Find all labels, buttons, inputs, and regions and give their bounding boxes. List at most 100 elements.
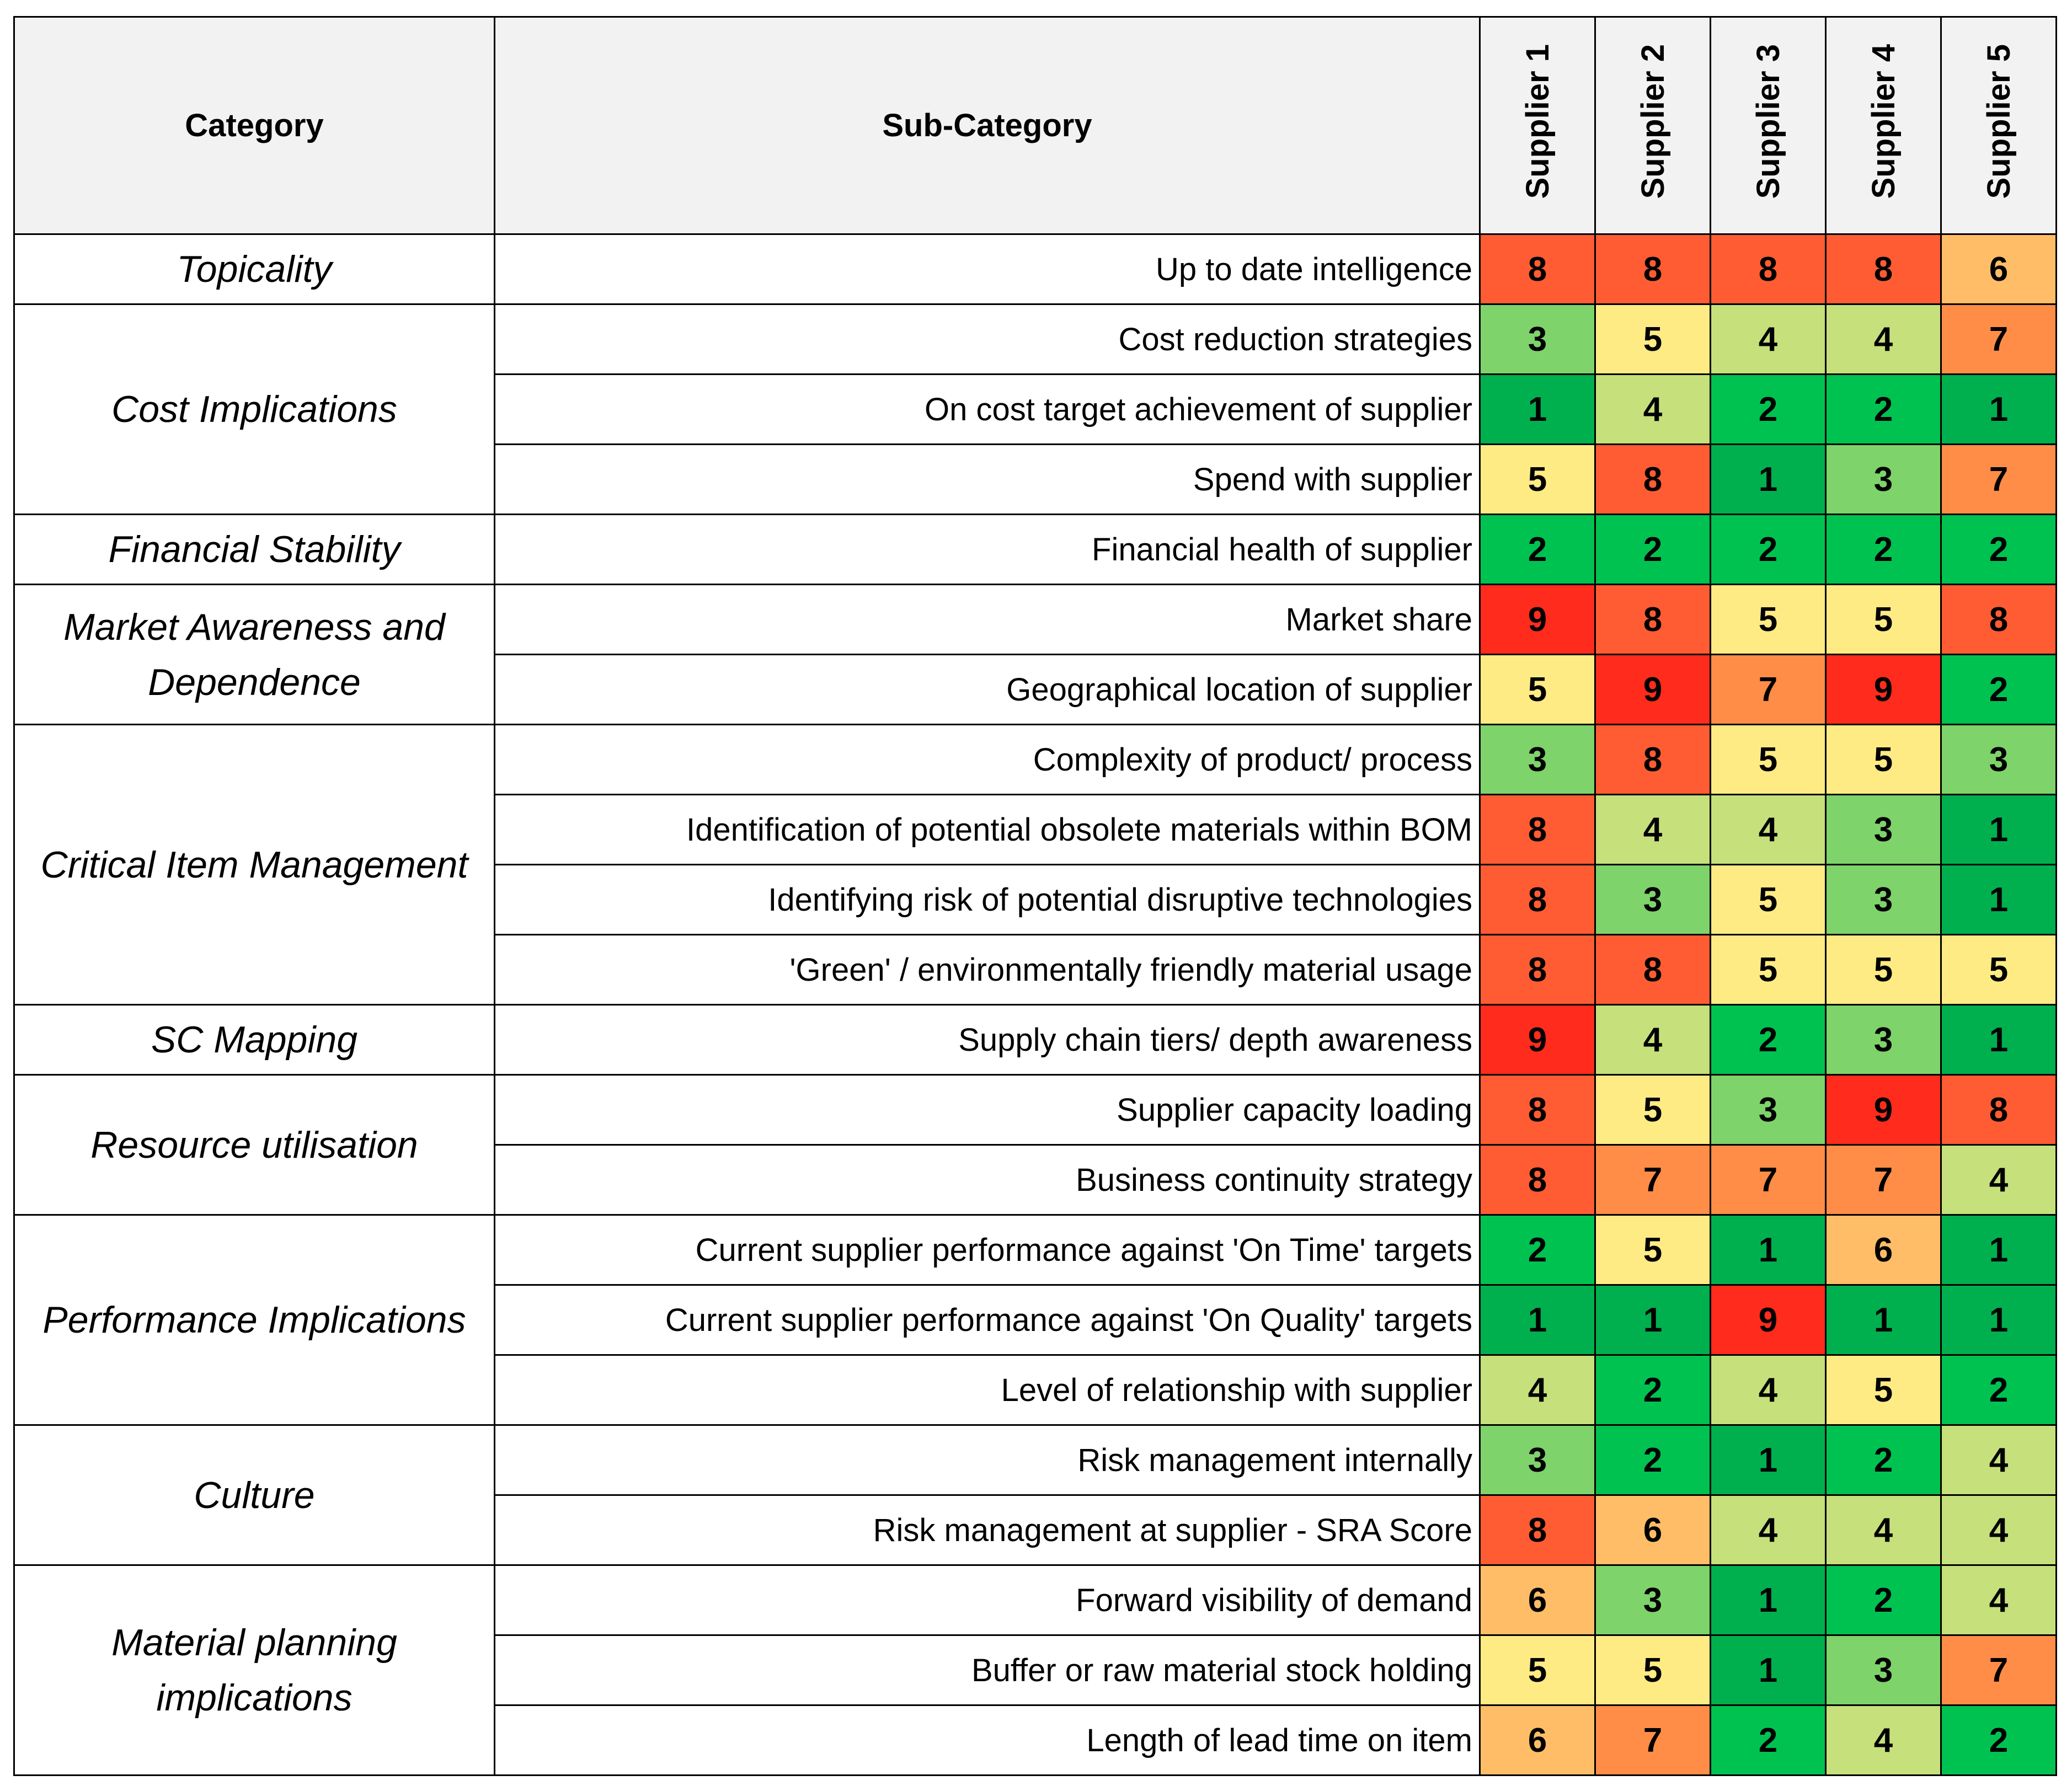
category-cell: Performance Implications	[13, 1214, 495, 1426]
score-cell: 2	[1710, 1004, 1827, 1076]
table-row: Material planning implications Forward vi…	[13, 1564, 2057, 1776]
table-row: SC Mapping Supply chain tiers/ depth awar…	[13, 1004, 2057, 1076]
score-cell: 1	[1940, 373, 2057, 445]
score-cell: 9	[1479, 1004, 1596, 1076]
sub-category-cell: Current supplier performance against 'On…	[494, 1284, 1481, 1356]
score-cell: 8	[1479, 794, 1596, 865]
sub-category-cell: Risk management at supplier - SRA Score	[494, 1494, 1481, 1566]
score-cell: 3	[1594, 1564, 1711, 1636]
table-row: Spend with supplier 5 8 1 3 7	[14, 443, 2057, 515]
supplier-header-text: Supplier 4	[1865, 44, 1902, 199]
score-cell: 3	[1825, 864, 1942, 935]
score-cell: 5	[1710, 934, 1827, 1006]
sub-category-cell: Buffer or raw material stock holding	[494, 1634, 1481, 1706]
score-cell: 8	[1479, 1144, 1596, 1216]
score-cell: 9	[1825, 654, 1942, 725]
score-cell: 5	[1825, 584, 1942, 655]
score-cell: 2	[1594, 1354, 1711, 1426]
sub-category-cell: Spend with supplier	[494, 443, 1481, 515]
score-cell: 9	[1594, 654, 1711, 725]
score-cell: 1	[1940, 1284, 2057, 1356]
table-row: Geographical location of supplier 5 9 7 9 2	[14, 654, 2057, 725]
score-cell: 2	[1940, 514, 2057, 585]
score-cell: 1	[1940, 1004, 2057, 1076]
score-cell: 4	[1825, 303, 1942, 375]
table-row: Cost Implications Cost reduction strategi…	[13, 303, 2057, 515]
sub-category-cell: Level of relationship with supplier	[494, 1354, 1481, 1426]
supplier-header: Supplier 1	[1479, 16, 1596, 235]
supplier-header-text: Supplier 1	[1519, 44, 1556, 199]
score-cell: 8	[1940, 1074, 2057, 1146]
sub-category-cell: Geographical location of supplier	[494, 654, 1481, 725]
score-cell: 7	[1940, 443, 2057, 515]
score-cell: 8	[1479, 1494, 1596, 1566]
score-cell: 7	[1940, 1634, 2057, 1706]
table-row: Current supplier performance against 'On…	[14, 1284, 2057, 1356]
score-cell: 3	[1479, 1424, 1596, 1496]
score-cell: 1	[1710, 1564, 1827, 1636]
supplier-header: Supplier 3	[1710, 16, 1827, 235]
score-cell: 3	[1825, 1004, 1942, 1076]
score-cell: 5	[1825, 724, 1942, 795]
table-row: Financial Stability Financial health of s…	[13, 514, 2057, 585]
score-cell: 4	[1710, 1494, 1827, 1566]
score-cell: 8	[1479, 934, 1596, 1006]
sub-category-cell: Identification of potential obsolete mat…	[494, 794, 1481, 865]
table-row: Level of relationship with supplier 4 2 4 5 2	[14, 1354, 2057, 1426]
score-cell: 3	[1594, 864, 1711, 935]
score-cell: 1	[1479, 373, 1596, 445]
score-cell: 3	[1479, 303, 1596, 375]
score-cell: 4	[1710, 794, 1827, 865]
sub-category-cell: Identifying risk of potential disruptive…	[494, 864, 1481, 935]
score-cell: 8	[1594, 724, 1711, 795]
score-cell: 4	[1940, 1424, 2057, 1496]
score-cell: 2	[1940, 654, 2057, 725]
score-cell: 1	[1594, 1284, 1711, 1356]
score-cell: 1	[1940, 1214, 2057, 1286]
score-cell: 8	[1710, 233, 1827, 305]
score-cell: 6	[1479, 1564, 1596, 1636]
sub-category-cell: 'Green' / environmentally friendly mater…	[494, 934, 1481, 1006]
category-cell: Financial Stability	[13, 514, 495, 585]
score-cell: 2	[1594, 1424, 1711, 1496]
category-cell: SC Mapping	[13, 1004, 495, 1076]
table-row: Culture Risk management internally 3 2 1 2 4	[13, 1424, 2057, 1566]
column-header: Sub-Category	[494, 16, 1481, 235]
category-cell: Topicality	[13, 233, 495, 305]
score-cell: 3	[1825, 443, 1942, 515]
score-cell: 7	[1825, 1144, 1942, 1216]
header-row: Category Sub-Category Supplier 1 Supplier 2…	[13, 16, 2057, 235]
sub-category-cell: Cost reduction strategies	[494, 303, 1481, 375]
sub-category-cell: Financial health of supplier	[494, 514, 1481, 585]
score-cell: 6	[1594, 1494, 1711, 1566]
score-cell: 3	[1825, 1634, 1942, 1706]
table-row: Critical Item Management Complexity of pr…	[13, 724, 2057, 1006]
score-cell: 3	[1940, 724, 2057, 795]
score-cell: 8	[1479, 864, 1596, 935]
sub-category-cell: Current supplier performance against 'On…	[494, 1214, 1481, 1286]
score-cell: 8	[1479, 1074, 1596, 1146]
supplier-header: Supplier 5	[1940, 16, 2057, 235]
score-cell: 8	[1594, 233, 1711, 305]
score-cell: 3	[1825, 794, 1942, 865]
sub-category-cell: Complexity of product/ process	[494, 724, 1481, 795]
column-header: Category	[13, 16, 495, 235]
table-row: Buffer or raw material stock holding 5 5 1 3…	[14, 1634, 2057, 1706]
score-cell: 5	[1594, 303, 1711, 375]
score-cell: 3	[1710, 1074, 1827, 1146]
score-cell: 2	[1710, 373, 1827, 445]
sub-category-cell: Forward visibility of demand	[494, 1564, 1481, 1636]
score-cell: 2	[1479, 1214, 1596, 1286]
supplier-header-text: Supplier 3	[1750, 44, 1786, 199]
sub-category-cell: Length of lead time on item	[494, 1704, 1481, 1776]
score-cell: 2	[1940, 1354, 2057, 1426]
score-cell: 5	[1594, 1214, 1711, 1286]
score-cell: 6	[1825, 1214, 1942, 1286]
table-body: Topicality Up to date intelligence 8 8 8 8 6 Co…	[13, 233, 2057, 1776]
score-table: Category Sub-Category Supplier 1 Supplier 2…	[13, 16, 2057, 1776]
score-cell: 5	[1825, 1354, 1942, 1426]
score-cell: 4	[1710, 1354, 1827, 1426]
score-cell: 4	[1940, 1494, 2057, 1566]
score-cell: 4	[1825, 1494, 1942, 1566]
score-cell: 2	[1940, 1704, 2057, 1776]
